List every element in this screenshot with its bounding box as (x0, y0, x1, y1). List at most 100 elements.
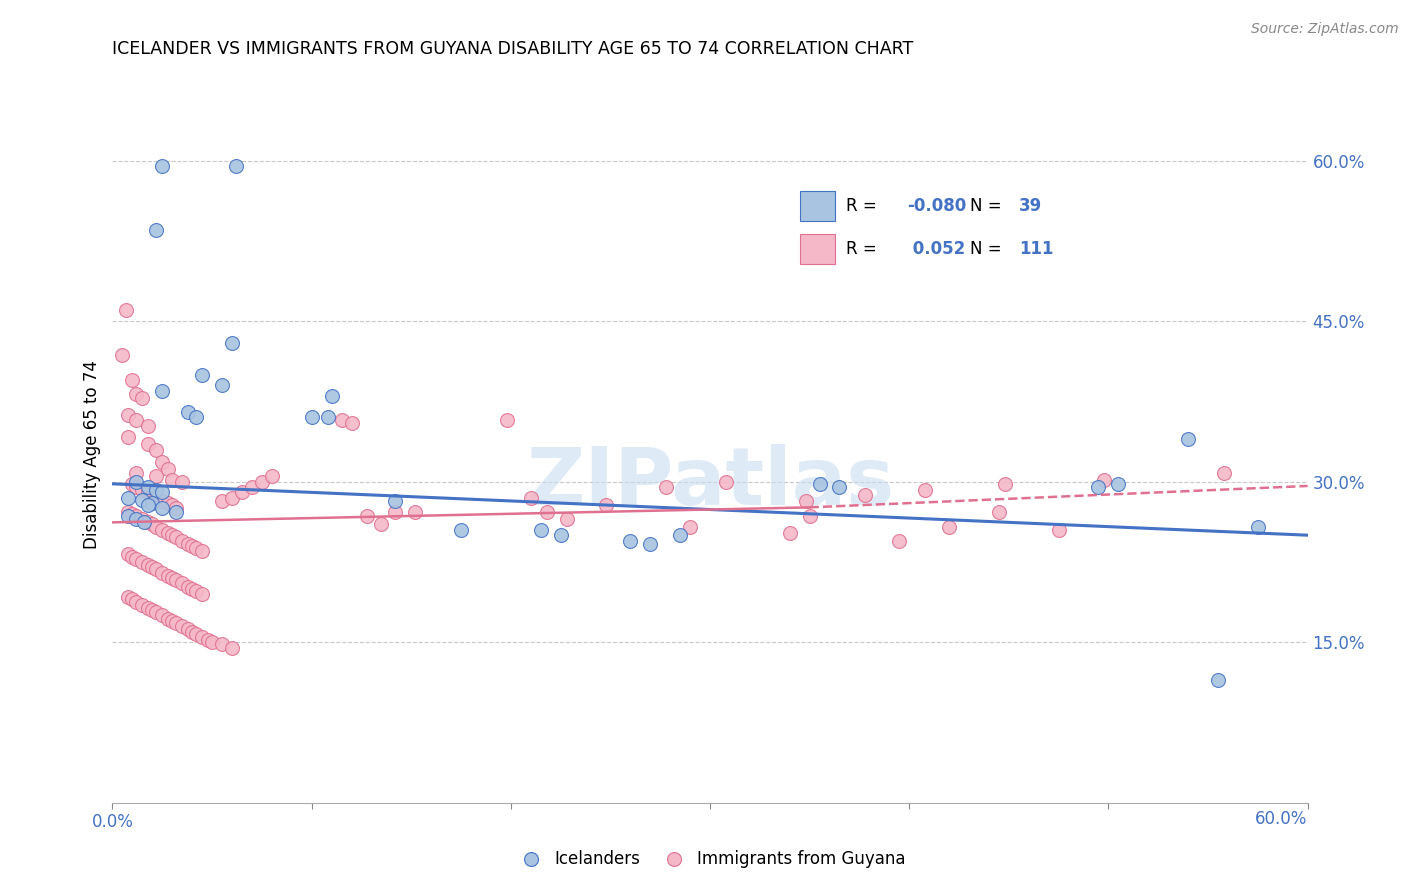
Point (131, 512, 153, 526)
Text: 60.0%: 60.0% (1256, 810, 1308, 828)
Point (162, 498, 183, 512)
Point (1177, 432, 1199, 446)
Y-axis label: Disability Age 65 to 74: Disability Age 65 to 74 (83, 360, 101, 549)
Point (141, 560, 163, 574)
Point (197, 633, 219, 648)
Point (260, 469, 283, 483)
Point (141, 487, 163, 501)
Point (162, 528, 183, 542)
Point (125, 475, 148, 489)
Point (141, 517, 163, 532)
Point (125, 387, 148, 401)
Text: N =: N = (970, 240, 1001, 258)
Point (111, 348, 134, 362)
Point (115, 303, 138, 318)
Point (138, 480, 160, 494)
Point (141, 496, 163, 510)
Point (799, 508, 821, 523)
Point (117, 591, 139, 605)
Point (638, 537, 662, 551)
Point (150, 494, 173, 508)
Point (138, 558, 160, 573)
Point (177, 537, 200, 551)
Point (211, 637, 233, 651)
Text: N =: N = (970, 196, 1001, 215)
Point (994, 476, 1017, 491)
Point (987, 505, 1010, 519)
Point (162, 473, 183, 487)
Point (301, 410, 323, 425)
Point (150, 384, 173, 398)
Point (134, 516, 156, 530)
Point (321, 389, 343, 403)
Point (384, 505, 406, 519)
Point (138, 498, 160, 512)
Point (117, 508, 139, 523)
Point (938, 519, 960, 533)
Point (595, 498, 617, 512)
Point (550, 528, 572, 542)
Point (138, 437, 160, 451)
Point (172, 533, 194, 548)
Point (131, 555, 153, 569)
Point (186, 410, 208, 425)
Point (131, 483, 153, 498)
Text: Source: ZipAtlas.com: Source: ZipAtlas.com (1251, 22, 1399, 37)
Point (145, 491, 167, 505)
Point (117, 409, 139, 423)
Point (172, 619, 194, 633)
Point (250, 475, 273, 489)
Point (117, 430, 139, 444)
Point (177, 580, 200, 594)
Point (150, 501, 173, 516)
Bar (800, 191, 835, 220)
Point (855, 487, 877, 501)
Point (191, 587, 214, 601)
Point (165, 615, 187, 630)
Point (808, 476, 831, 491)
Point (1094, 473, 1116, 487)
Text: R =: R = (846, 196, 877, 215)
Point (131, 598, 153, 612)
Point (1247, 519, 1270, 533)
Text: R =: R = (846, 240, 877, 258)
Point (138, 419, 160, 434)
Point (530, 523, 553, 537)
Point (125, 551, 148, 566)
Point (125, 466, 148, 480)
Point (221, 640, 243, 655)
Point (520, 491, 543, 505)
Point (145, 605, 167, 619)
Point (201, 635, 224, 649)
Point (145, 469, 167, 483)
Point (150, 523, 173, 537)
Point (157, 496, 180, 510)
Point (138, 485, 160, 500)
Point (225, 159, 247, 173)
Text: -0.080: -0.080 (907, 196, 966, 215)
Point (131, 492, 153, 507)
Point (384, 494, 406, 508)
Point (131, 391, 153, 405)
Point (125, 508, 148, 523)
Point (191, 544, 214, 558)
Point (186, 583, 208, 598)
Point (828, 480, 851, 494)
Point (536, 505, 558, 519)
Point (157, 462, 180, 476)
Point (121, 373, 143, 387)
Point (121, 592, 143, 607)
Point (714, 475, 737, 489)
Point (186, 626, 208, 640)
Point (221, 335, 243, 350)
Point (1107, 476, 1129, 491)
Point (121, 507, 143, 521)
Point (1206, 673, 1229, 687)
Point (145, 483, 167, 498)
Point (555, 512, 578, 526)
Point (117, 491, 139, 505)
Point (121, 476, 143, 491)
Point (679, 519, 702, 533)
Point (340, 416, 363, 430)
Point (172, 576, 194, 591)
